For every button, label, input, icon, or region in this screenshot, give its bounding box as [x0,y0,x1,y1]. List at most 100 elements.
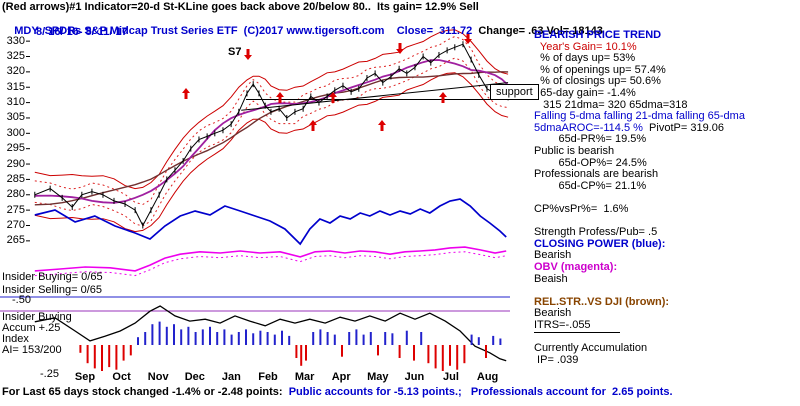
month-label: Jun [404,371,425,383]
title-bar: MDY SPDRs S&P Midcap Trust Series ETF (C… [2,15,603,48]
stats-text: Bearish [534,249,572,262]
y-tick-label: 325 [6,50,25,62]
footer-segment: For Last 65 days stock changed -1.4% or … [2,386,283,398]
stats-line: 65d-PR%= 19.5% [534,134,646,145]
month-label: Feb [258,371,278,383]
y-tick-label: 285 [6,172,25,185]
month-label: Aug [476,371,499,383]
chart-canvas [0,29,510,371]
stats-text: Professionals are bearish [534,168,659,181]
y-tick-label: 295 [6,142,25,155]
month-label: Apr [331,371,351,383]
stats-line: Year's Gain= 10.1% [534,40,637,53]
stats-line: Professionals are bearish [534,169,658,180]
stats-text: 5dmaAROC=-114.5 % [534,121,646,134]
stats-text: 315 21dma= 320 65dma=318 [534,98,688,111]
stats-line: 65-day gain= -1.4% [534,88,636,99]
footer-summary: For Last 65 days stock changed -1.4% or … [2,386,673,398]
stats-text: 65-day gain= -1.4% [534,87,636,99]
stats-line: % of days up= 53% [534,53,635,64]
stats-line: OBV (magenta): [534,262,617,273]
s7-annotation: S7 [228,46,242,58]
stats-text: 65d-PR%= 19.5% [534,133,647,146]
stats-line: Falling 5-dma falling 21-dma falling 65-… [534,111,745,122]
stats-text: IP= .039 [534,353,579,366]
stats-line: 65d-OP%= 24.5% [534,156,647,169]
y-tick-label: 280 [6,188,25,201]
stats-line: Strength Profess/Pub= .5 [534,227,657,238]
stats-line: 315 21dma= 320 65dma=318 [534,98,688,111]
stats-text: Year's Gain= 10.1% [534,40,637,53]
month-label: Sep [74,371,96,383]
insider-buying2-label: Insider Buying [2,311,72,323]
x-axis: Sep Oct Nov Dec Jan Feb Mar Apr May Jun Jul Aug [74,371,499,383]
month-label: Nov [147,371,169,383]
stats-text: PivotP= 319.06 [646,121,724,134]
index-label: Index [2,333,29,345]
insider-selling-label: Insider Selling= 0/65 [2,284,102,296]
stats-text: Bearish [534,307,572,320]
stats-line: Currently Accumulation [534,343,647,354]
y-tick-label: 290 [6,157,25,170]
y-tick-label: 330 [6,34,25,47]
y-tick-label: 305 [6,111,25,124]
price-indicator-chart[interactable] [0,0,515,403]
close-value: Close= 311.72 [384,25,473,37]
stats-line: % of openings up= 57.4% [534,63,666,76]
stats-text: % of closings up= 50.6% [534,75,661,88]
accum-label: Accum +.25 [2,322,61,334]
stats-line: 65d-CP%= 21.1% [534,180,646,192]
stats-text: 65d-OP%= 24.5% [534,156,647,169]
stats-text: Strength Profess/Pub= .5 [534,226,658,239]
y-tick-label: 320 [6,65,25,78]
month-label: Jan [221,371,241,383]
stats-text: Beaish [534,272,568,285]
footer-segment: Public accounts for -5.13 points.; [282,386,465,398]
security-title: SPDRs S&P Midcap Trust Series ETF (C)201… [38,25,385,37]
stats-text: OBV (magenta): [534,261,618,273]
y-tick-label: 310 [6,96,25,109]
signal-header: (Red arrows)#1 Indicator=20-d St-KLine g… [2,1,479,13]
neg-25-label: -.25 [40,368,59,380]
stats-line: ITRS=-.055 [534,320,620,333]
neg-50-label: -.50 [12,294,31,306]
date-range: 8/ 16/ 16- 8/ 11/ 17 [36,26,128,38]
stats-line: CP%vsPr%= 1.6% [534,204,628,215]
footer-segment: Professionals account for 2.65 points. [464,386,673,398]
support-label: support [490,84,539,100]
y-axis: 330 325 320 315 310 305 300 295 290 285 280 275 270 2… [0,0,26,260]
y-tick-label: 300 [6,126,25,139]
stats-line: IP= .039 [534,353,579,366]
stats-line: Beaish [534,272,568,285]
stats-line: Bearish [534,308,571,319]
month-label: Mar [294,371,315,383]
stats-text: % of openings up= 57.4% [534,63,666,76]
stats-text: CP%vsPr%= 1.6% [534,203,629,215]
y-tick-label: 315 [6,80,25,93]
stats-line: REL.STR..VS DJI (brown): [534,295,670,308]
month-label: May [367,371,389,383]
stats-text: ITRS=-.055 [534,320,620,333]
stats-text: CLOSING POWER (blue): [534,237,666,250]
y-tick-label: 275 [6,203,25,216]
stats-line: 5dmaAROC=-114.5 % PivotP= 319.06 [534,121,724,134]
stats-text: Public is bearish [534,145,615,157]
stats-line: CLOSING POWER (blue): [534,237,666,250]
y-tick-label: 265 [6,234,25,247]
stats-line: BEARISH PRICE TREND [534,30,661,41]
month-label: Dec [184,371,205,383]
stats-text: REL.STR..VS DJI (brown): [534,295,670,308]
month-label: Jul [443,371,459,383]
month-label: Oct [112,371,131,383]
stats-text: Falling 5-dma falling 21-dma falling 65-… [534,110,745,123]
stats-text: % of days up= 53% [534,52,636,65]
stats-line: % of closings up= 50.6% [534,76,661,87]
stats-text: BEARISH PRICE TREND [534,29,662,41]
stats-text: Currently Accumulation [534,342,648,355]
insider-buying-label: Insider Buying= 0/65 [2,271,103,283]
ticker-symbol: MDY [14,25,39,37]
change-volume: Change= .63 Vol= 18143 [472,25,603,37]
ai-reading-label: AI= 153/200 [2,344,62,356]
